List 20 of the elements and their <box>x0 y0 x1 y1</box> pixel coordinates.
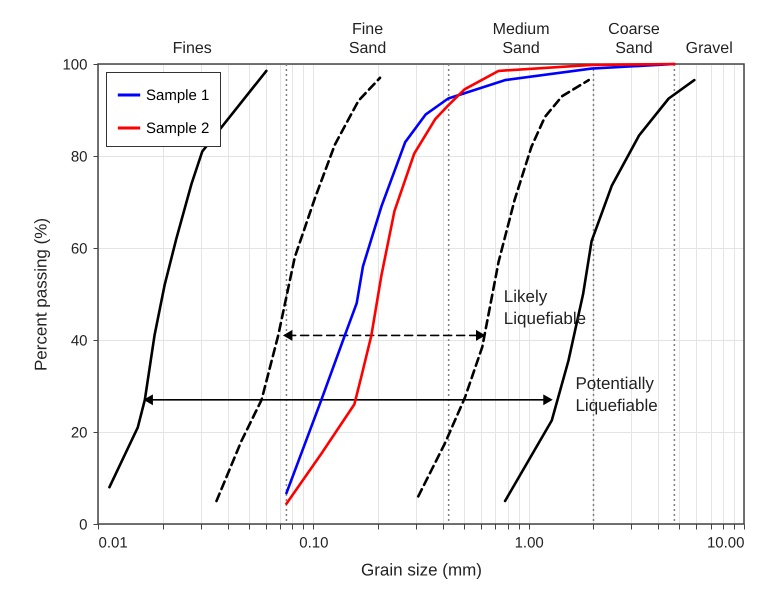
x-tick-label: 0.01 <box>98 534 128 552</box>
y-tick-label: 60 <box>70 240 88 258</box>
y-tick-label: 100 <box>62 56 88 74</box>
legend-label: Sample 1 <box>146 87 210 104</box>
x-tick-label: 1.00 <box>514 534 544 552</box>
y-axis-title: Percent passing (%) <box>31 218 50 372</box>
x-tick-label: 10.00 <box>706 534 744 552</box>
legend-label: Sample 2 <box>146 120 210 137</box>
text: Fines <box>172 40 212 57</box>
y-tick-label: 40 <box>70 332 88 350</box>
text: Gravel <box>686 40 733 57</box>
x-axis-title: Grain size (mm) <box>361 560 482 580</box>
text: Coarse Sand <box>608 21 660 57</box>
annotation: Potentially Liquefiable <box>575 374 658 416</box>
text: Fine Sand <box>348 21 386 57</box>
text: Medium Sand <box>492 21 550 57</box>
x-tick-label: 0.10 <box>299 534 328 552</box>
y-tick-label: 0 <box>79 516 88 534</box>
y-tick-label: 20 <box>70 424 88 442</box>
y-tick-label: 80 <box>70 148 88 166</box>
